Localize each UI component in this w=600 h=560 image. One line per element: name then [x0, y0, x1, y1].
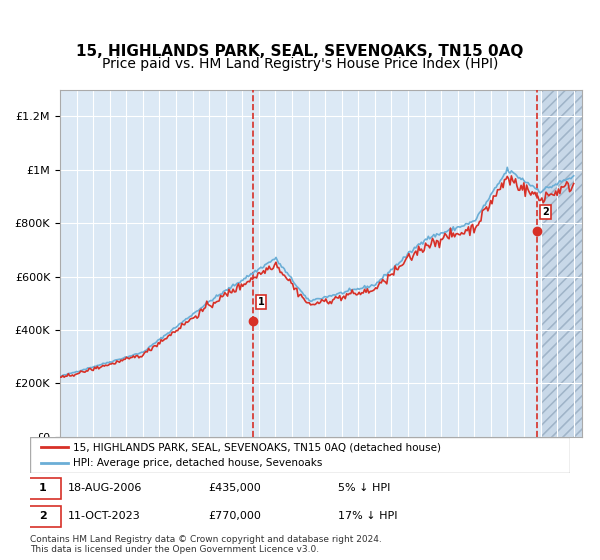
Bar [541, 90, 582, 437]
Text: 1: 1 [39, 483, 47, 493]
Text: 1: 1 [257, 297, 265, 306]
Text: 2: 2 [39, 511, 47, 521]
Text: Contains HM Land Registry data © Crown copyright and database right 2024.
This d: Contains HM Land Registry data © Crown c… [30, 535, 382, 554]
Text: HPI: Average price, detached house, Sevenoaks: HPI: Average price, detached house, Seve… [73, 459, 323, 468]
Text: 17% ↓ HPI: 17% ↓ HPI [338, 511, 397, 521]
FancyBboxPatch shape [25, 478, 61, 499]
FancyBboxPatch shape [25, 506, 61, 527]
Text: 5% ↓ HPI: 5% ↓ HPI [338, 483, 390, 493]
Text: £435,000: £435,000 [208, 483, 261, 493]
Bar [541, 90, 582, 437]
Text: 2: 2 [542, 207, 548, 217]
Text: 18-AUG-2006: 18-AUG-2006 [68, 483, 142, 493]
Text: 15, HIGHLANDS PARK, SEAL, SEVENOAKS, TN15 0AQ (detached house): 15, HIGHLANDS PARK, SEAL, SEVENOAKS, TN1… [73, 443, 441, 452]
Text: £770,000: £770,000 [208, 511, 261, 521]
Text: Price paid vs. HM Land Registry's House Price Index (HPI): Price paid vs. HM Land Registry's House … [102, 57, 498, 71]
Text: 15, HIGHLANDS PARK, SEAL, SEVENOAKS, TN15 0AQ: 15, HIGHLANDS PARK, SEAL, SEVENOAKS, TN1… [76, 44, 524, 59]
Text: 11-OCT-2023: 11-OCT-2023 [68, 511, 140, 521]
FancyBboxPatch shape [30, 437, 570, 473]
